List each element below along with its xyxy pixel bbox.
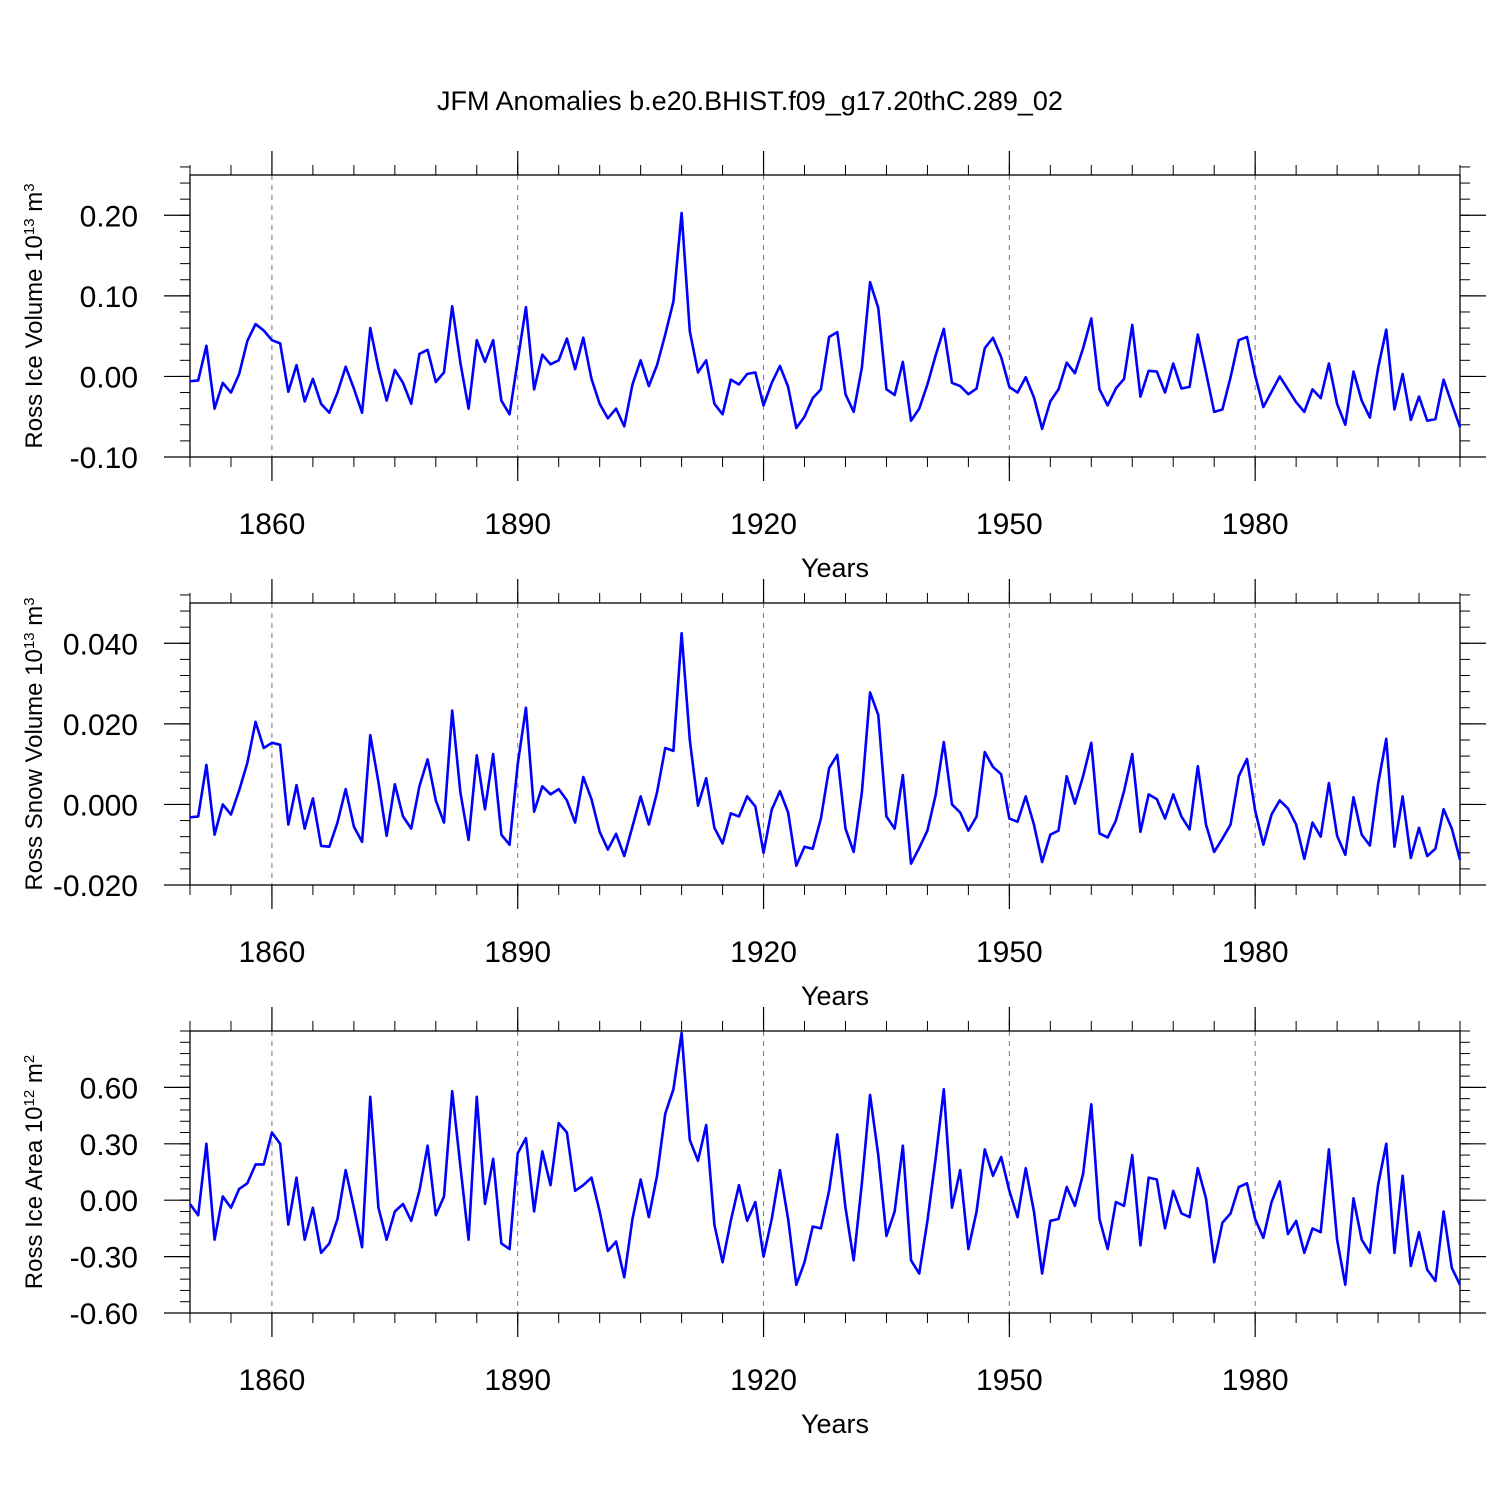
y-tick-label: 0.10 bbox=[80, 281, 138, 314]
x-tick-label: 1890 bbox=[484, 1364, 551, 1397]
panel-1: 1860 1890 1920 1950 1980 -0.10 0.00 0.10 0.20 Yea… bbox=[21, 151, 1486, 583]
y-tick-label: 0.020 bbox=[63, 709, 138, 742]
panel-3: 1860 1890 1920 1950 1980 -0.60 -0.30 0.00 0.30 0.… bbox=[21, 1007, 1486, 1439]
x-tick-label: 1980 bbox=[1222, 508, 1289, 541]
y-axis-label: Ross Snow Volume 1013 m3 bbox=[21, 597, 48, 890]
y-label-superscript: 13 bbox=[21, 632, 38, 649]
series-line bbox=[189, 211, 1462, 431]
x-tick-label: 1920 bbox=[730, 508, 797, 541]
y-tick-label: 0.60 bbox=[80, 1072, 138, 1105]
x-axis-label: Years bbox=[801, 553, 869, 583]
y-tick-label: 0.30 bbox=[80, 1129, 138, 1162]
x-tick-label: 1890 bbox=[484, 936, 551, 969]
y-label-text: m bbox=[21, 606, 48, 633]
y-tick-label: 0.00 bbox=[80, 361, 138, 394]
y-tick-label: 0.000 bbox=[63, 789, 138, 822]
x-tick-label: 1950 bbox=[976, 936, 1043, 969]
y-label-superscript: 2 bbox=[21, 1055, 38, 1063]
plot-frame bbox=[189, 1030, 1461, 1314]
x-tick-label: 1920 bbox=[730, 1364, 797, 1397]
y-tick-label: -0.020 bbox=[53, 870, 138, 903]
y-tick-label: 0.20 bbox=[80, 200, 138, 233]
y-tick-label: -0.10 bbox=[70, 442, 138, 475]
x-tick-label: 1860 bbox=[239, 1364, 306, 1397]
y-label-text: m bbox=[21, 192, 48, 219]
x-tick-label: 1950 bbox=[976, 508, 1043, 541]
x-axis-label: Years bbox=[801, 1409, 869, 1439]
y-axis-label: Ross Ice Area 1012 m2 bbox=[21, 1055, 48, 1289]
x-tick-label: 1980 bbox=[1222, 936, 1289, 969]
y-label-superscript: 3 bbox=[21, 183, 38, 191]
y-tick-label: -0.30 bbox=[70, 1242, 138, 1275]
series-line bbox=[188, 1031, 1462, 1287]
y-label-superscript: 13 bbox=[21, 218, 38, 235]
y-tick-label: -0.60 bbox=[70, 1298, 138, 1331]
x-tick-label: 1890 bbox=[484, 508, 551, 541]
x-axis-label: Years bbox=[801, 981, 869, 1011]
x-tick-label: 1950 bbox=[976, 1364, 1043, 1397]
y-label-text: m bbox=[21, 1063, 48, 1090]
y-label-superscript: 12 bbox=[21, 1090, 38, 1107]
plot-frame bbox=[189, 174, 1461, 458]
figure-title: JFM Anomalies b.e20.BHIST.f09_g17.20thC.… bbox=[437, 86, 1063, 116]
x-tick-label: 1860 bbox=[239, 508, 306, 541]
x-tick-label: 1980 bbox=[1222, 1364, 1289, 1397]
x-tick-label: 1920 bbox=[730, 936, 797, 969]
series-line bbox=[189, 631, 1462, 867]
plot-frame bbox=[189, 602, 1461, 886]
y-tick-label: 0.040 bbox=[63, 628, 138, 661]
y-label-text: Ross Ice Volume 10 bbox=[21, 235, 48, 448]
x-tick-label: 1860 bbox=[239, 936, 306, 969]
y-label-superscript: 3 bbox=[21, 597, 38, 605]
y-axis-label: Ross Ice Volume 1013 m3 bbox=[21, 183, 48, 448]
y-label-text: Ross Ice Area 10 bbox=[21, 1106, 48, 1289]
panel-2: 1860 1890 1920 1950 1980 -0.020 0.000 0.020 0.04… bbox=[21, 579, 1486, 1011]
y-label-text: Ross Snow Volume 10 bbox=[21, 649, 48, 890]
y-tick-label: 0.00 bbox=[80, 1185, 138, 1218]
